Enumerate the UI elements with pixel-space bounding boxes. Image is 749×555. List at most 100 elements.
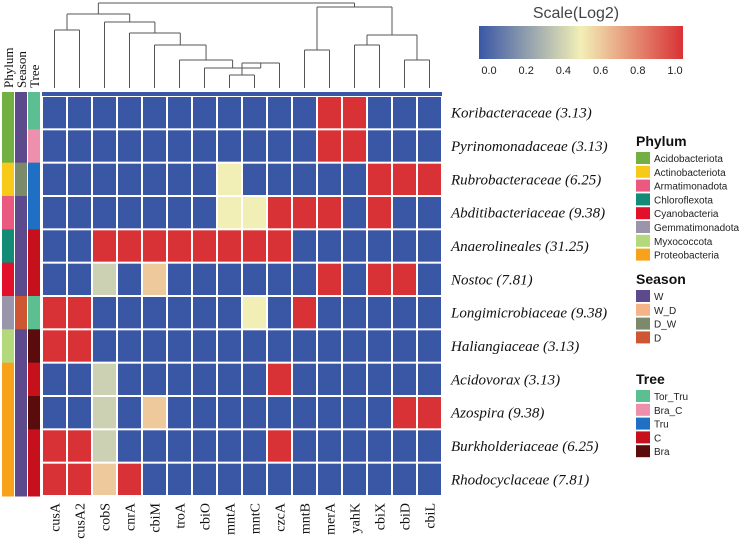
annotation-cell (28, 462, 40, 497)
heatmap-cell (193, 263, 216, 295)
legend-swatch (636, 179, 650, 192)
heatmap-cell (368, 97, 391, 129)
heatmap-cell (393, 130, 416, 162)
heatmap-cell (318, 363, 341, 395)
row-label: Acidovorax (3.13) (450, 372, 560, 388)
heatmap-cell (93, 197, 116, 229)
heatmap-cell (118, 197, 141, 229)
heatmap-cell (143, 163, 166, 195)
heatmap-cell (118, 97, 141, 129)
heatmap-cell (343, 430, 366, 462)
legend-label: Gemmatimonadota (654, 223, 739, 234)
heatmap-cell (318, 230, 341, 262)
heatmap-cell (218, 430, 241, 462)
legend-title: Tree (636, 371, 665, 387)
heatmap-cell (293, 230, 316, 262)
heatmap-cell (268, 197, 291, 229)
legend-swatch (636, 303, 650, 316)
heatmap-cell (343, 397, 366, 429)
legend-title: Phylum (636, 133, 687, 149)
heatmap-cell (43, 197, 66, 229)
heatmap-cell (143, 330, 166, 362)
legend-label: W (654, 292, 664, 303)
heatmap-cell (193, 397, 216, 429)
heatmap-cell (118, 130, 141, 162)
legend-label: Proteobacteria (654, 251, 719, 262)
heatmap-cell (43, 330, 66, 362)
annotation-cell (15, 196, 27, 230)
scale-tick: 0.0 (481, 65, 496, 77)
heatmap-cell (193, 430, 216, 462)
heatmap-cell (243, 263, 266, 295)
heatmap-cell (68, 430, 91, 462)
row-label: Azospira (9.38) (450, 406, 544, 422)
heatmap-cell (168, 163, 191, 195)
row-label: Rubrobacteraceae (6.25) (450, 172, 601, 188)
column-label: cbiX (374, 503, 389, 530)
heatmap-cell (93, 430, 116, 462)
annotation-cell (15, 92, 27, 96)
row-label: Nostoc (7.81) (450, 272, 533, 288)
color-scale-legend: Scale(Log2) 0.0 0.2 0.4 0.6 0.8 1.0 (479, 5, 683, 77)
row-label: Anaerolineales (31.25) (450, 239, 589, 255)
annotation-cell (2, 229, 14, 264)
heatmap-cell (193, 463, 216, 495)
heatmap-cell (193, 163, 216, 195)
legend-label: Tor_Tru (654, 392, 688, 403)
heatmap-cell (43, 97, 66, 129)
heatmap-cell (193, 130, 216, 162)
heatmap-cell (43, 130, 66, 162)
heatmap-cell (318, 97, 341, 129)
annotation-cell (28, 262, 40, 297)
column-label: mntA (224, 502, 239, 535)
heatmap-cell (343, 463, 366, 495)
annotation-cell (28, 96, 40, 130)
heatmap-cell (218, 130, 241, 162)
annotation-cell (2, 329, 14, 364)
row-label: Longimicrobiaceae (9.38) (450, 306, 607, 322)
heatmap-cell (418, 463, 441, 495)
annotation-cell (2, 162, 14, 197)
heatmap-cell (93, 363, 116, 395)
heatmap-cell (43, 297, 66, 329)
heatmap-cell (318, 297, 341, 329)
heatmap-cell (218, 197, 241, 229)
heatmap-cell (418, 263, 441, 295)
annotation-cell (15, 96, 27, 130)
heatmap-cell (68, 163, 91, 195)
heatmap-cell (168, 363, 191, 395)
heatmap-cell (143, 363, 166, 395)
row-label: Haliangiaceae (3.13) (450, 339, 579, 355)
heatmap-cell (243, 463, 266, 495)
legend-swatch (636, 248, 650, 261)
column-labels: cusA cusA2 cobS cnrA cbiM troA cbiO mntA mntC czc… (49, 502, 439, 539)
heatmap-cell (93, 397, 116, 429)
heatmap-cell (218, 163, 241, 195)
heatmap-cell (368, 330, 391, 362)
heatmap-cell (218, 463, 241, 495)
column-label: mntB (299, 503, 314, 534)
heatmap-cell (218, 363, 241, 395)
heatmap-cells (42, 92, 442, 496)
legend-swatch (636, 193, 650, 206)
legend-label: Cyanobacteria (654, 209, 719, 220)
legend-swatch (636, 317, 650, 330)
heatmap-top-band (42, 92, 442, 96)
heatmap-cell (168, 263, 191, 295)
annotation-cell (28, 296, 40, 330)
annotation-cell (28, 362, 40, 397)
heatmap-cell (243, 197, 266, 229)
annotation-cell (28, 429, 40, 464)
column-label: cbiM (149, 502, 164, 532)
heatmap-cell (143, 97, 166, 129)
heatmap-cell (243, 330, 266, 362)
column-label: mntC (249, 503, 264, 534)
heatmap-cell (243, 97, 266, 129)
column-dendrogram (54, 2, 430, 88)
column-label: troA (174, 502, 189, 529)
heatmap-cell (143, 230, 166, 262)
annotation-cell (2, 92, 14, 96)
legend-label: Chloroflexota (654, 195, 713, 206)
heatmap-cell (168, 230, 191, 262)
